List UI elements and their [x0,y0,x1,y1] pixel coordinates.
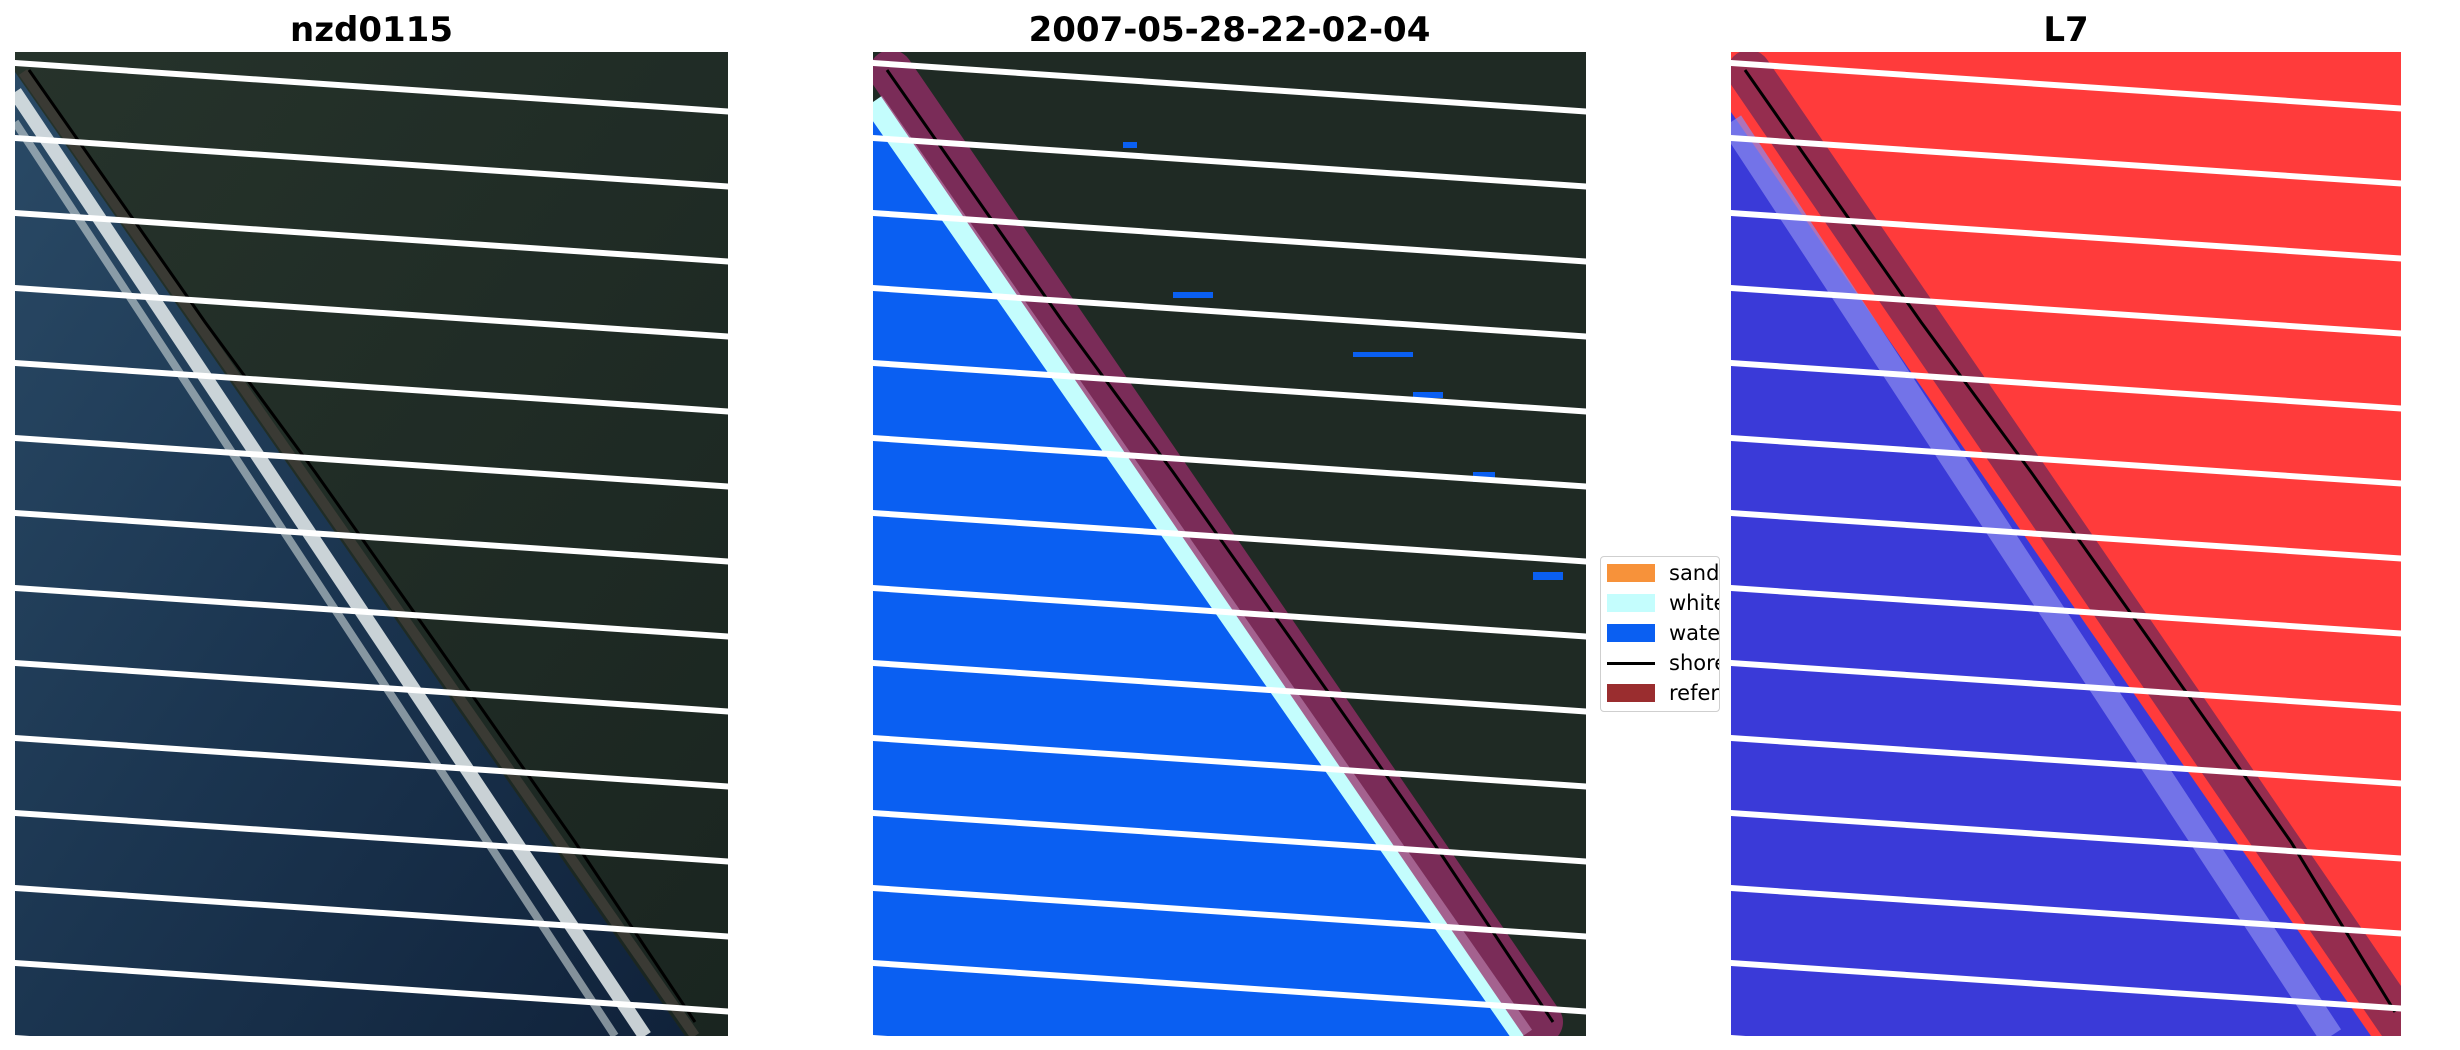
scanline-gap [1731,885,2401,937]
legend-label-sand: sand [1669,561,1720,585]
scanline-gap [873,210,1586,265]
scanline-gap [15,60,728,115]
scanline-gap [15,360,728,415]
scanline-gaps [15,60,728,1036]
scanline-gap [873,660,1586,715]
shoreline-contour [1743,69,2397,1013]
whitewater-class [873,95,1533,1036]
scanline-gap [15,1035,30,1036]
scanline-gap [15,210,728,265]
shoreline-contour [885,69,1555,1023]
scanline-gap [15,135,728,190]
scanline-gap [1731,210,2401,262]
legend-label-reference-shoreline: reference shoreline buffer [1669,681,1719,705]
ocean-area [15,72,685,1036]
scanline-gap [873,960,1586,1015]
legend-item-water: water [1607,621,1720,645]
legend-swatch-reference-shoreline [1607,684,1655,702]
panel-title-rgb: nzd0115 [290,10,453,50]
legend-label-shoreline: shoreline [1669,651,1719,675]
scanline-gap [1731,585,2401,637]
legend-swatch-shoreline [1607,662,1655,665]
legend-label-whitewater: whitewater [1669,591,1719,615]
surf-index [1731,115,2342,1036]
scanline-gap [15,735,728,790]
scanline-gap [1731,735,2401,787]
scanline-gap [1731,285,2401,337]
scanline-gap [873,735,1586,790]
scanline-gap [1731,135,2401,187]
scanline-gap [873,810,1586,865]
legend-swatch-whitewater [1607,594,1655,612]
scanline-gap [873,135,1586,190]
shoreline-contour [27,69,697,1023]
scanline-gap [1731,60,2401,112]
legend-swatch-water [1607,624,1655,642]
scanline-gap [15,810,728,865]
panel-title-index: L7 [2043,10,2089,50]
surf-zone-outer [15,119,619,1036]
scanline-gap [1731,660,2401,712]
scanline-gap [873,585,1586,640]
legend-label-water: water [1669,621,1720,645]
scanline-gap [15,285,728,340]
scanline-gap [1731,435,2401,487]
scanline-gap [1731,960,2401,1012]
scanline-gap [1731,510,2401,562]
scanline-gap [15,960,728,1015]
index-image-panel [1731,52,2401,1036]
rgb-image-panel [15,52,728,1036]
legend: sand whitewater water shoreline referenc… [1600,556,1720,712]
water-index [1731,112,2371,1036]
legend-item-shoreline: shoreline [1607,651,1719,675]
classified-image-panel [873,52,1586,1036]
legend-item-whitewater: whitewater [1607,591,1719,615]
scanline-gap [1731,810,2401,862]
beach-strip [18,69,700,1036]
panel-title-classified: 2007-05-28-22-02-04 [1028,10,1431,50]
legend-swatch-sand [1607,564,1655,582]
scanline-gap [873,360,1586,415]
scanline-gap [873,435,1586,490]
scanline-gap [873,510,1586,565]
scanline-gaps [1731,60,2401,1036]
scanline-gap [15,885,728,940]
scanline-gap [15,660,728,715]
scanline-gap [873,60,1586,115]
legend-item-sand: sand [1607,561,1720,585]
scanline-gap [873,285,1586,340]
surf-zone [15,88,651,1036]
scanline-gap [1731,360,2401,412]
scanline-gap [15,435,728,490]
legend-item-reference-shoreline: reference shoreline buffer [1607,681,1719,705]
scanline-gaps [873,60,1586,1036]
scanline-gap [15,510,728,565]
scanline-gap [873,885,1586,940]
scanline-gap [15,585,728,640]
